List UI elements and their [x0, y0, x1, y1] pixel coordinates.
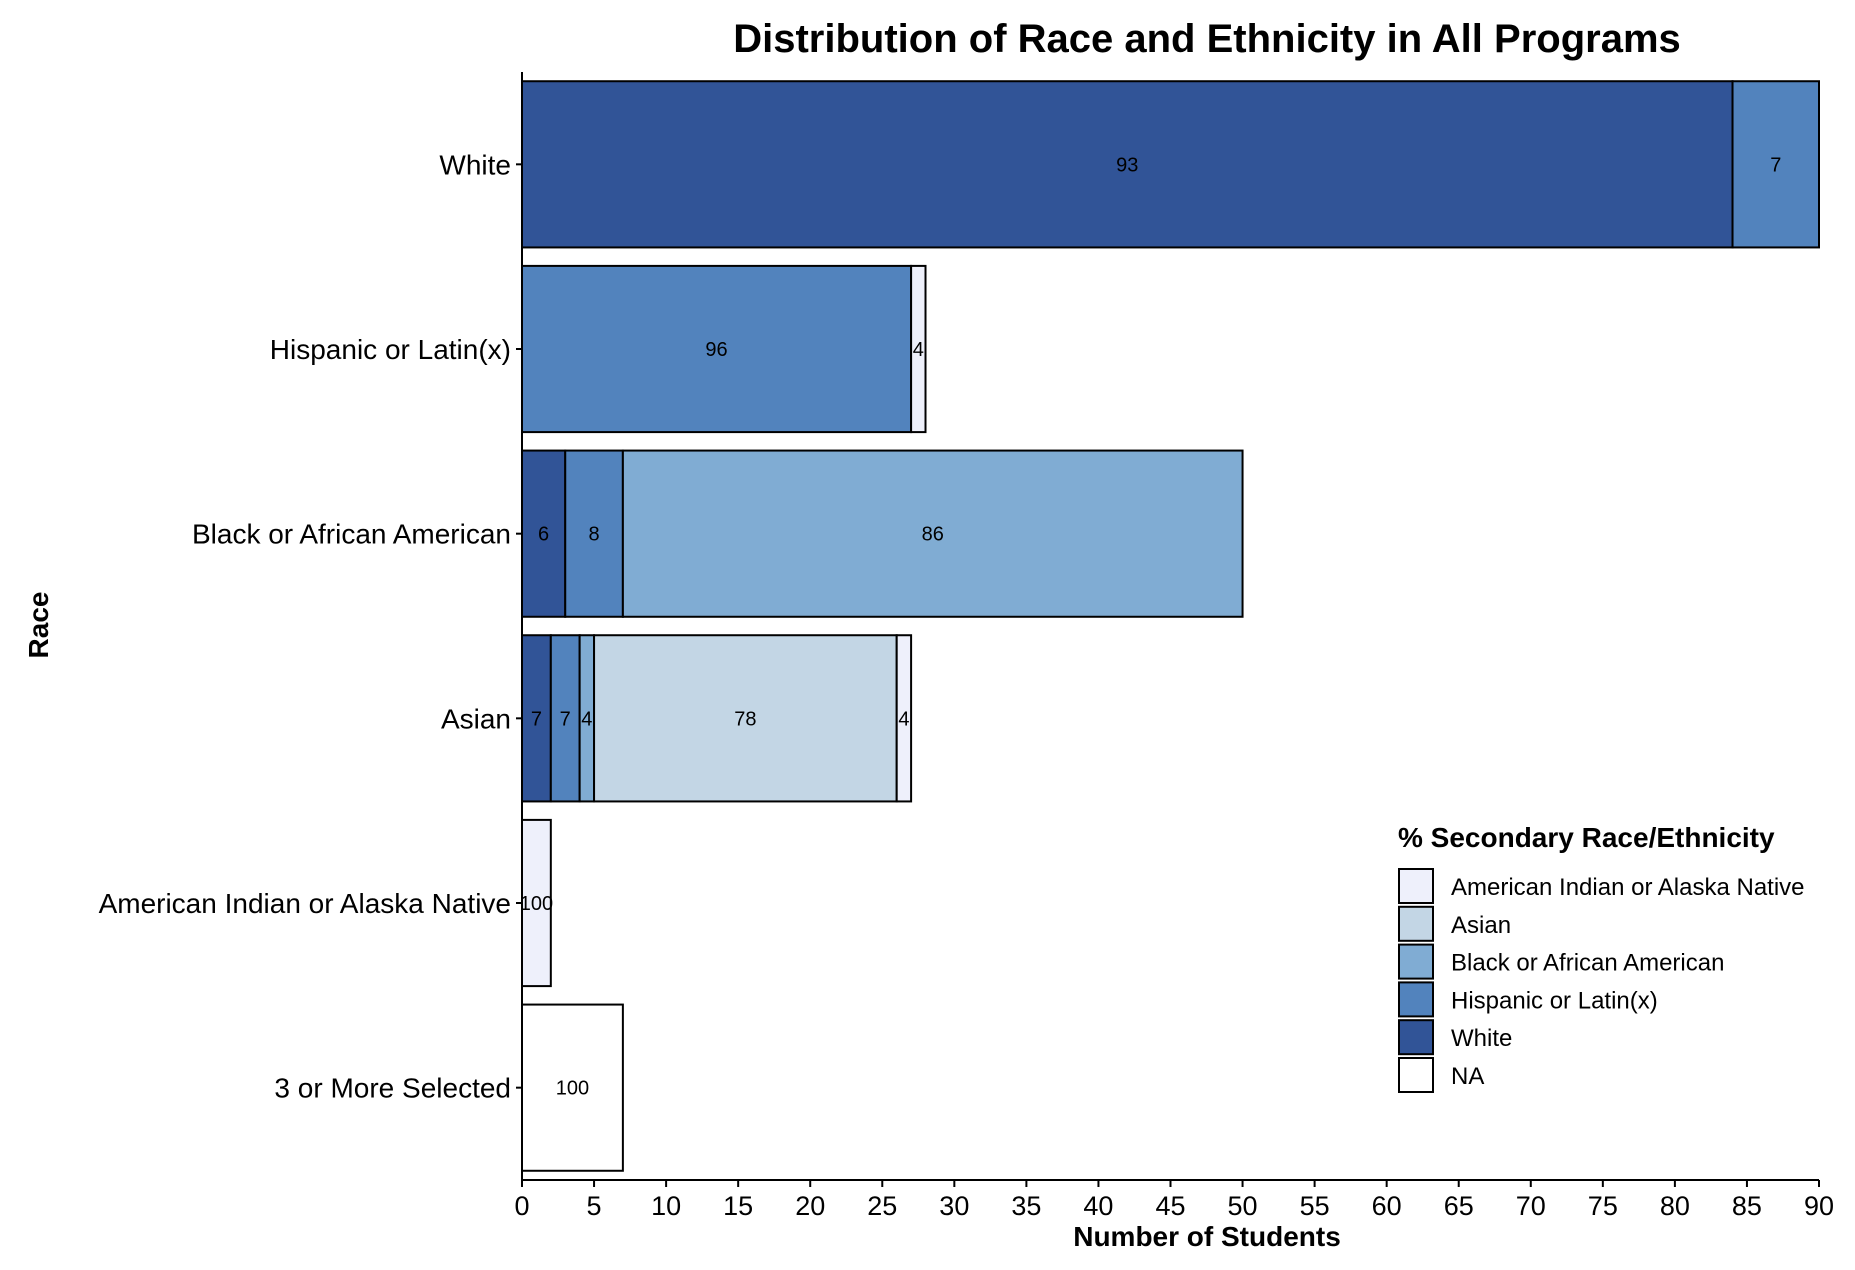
x-tick-label: 5	[587, 1191, 602, 1221]
x-tick-label: 80	[1660, 1191, 1690, 1221]
x-tick-label: 70	[1516, 1191, 1546, 1221]
legend-swatch-hispanic-or-latin-x	[1398, 981, 1434, 1018]
bar-segment-black-or-african-american-black-or-african-american	[621, 449, 1244, 618]
y-tick-label: White	[439, 149, 511, 180]
y-tick-label: 3 or More Selected	[274, 1073, 511, 1104]
x-tick-label: 75	[1588, 1191, 1618, 1221]
bar-segment-label: 86	[922, 524, 944, 546]
bar-segment-label: 96	[705, 339, 727, 361]
bar-segment-label: 6	[538, 524, 549, 546]
x-tick-label: 25	[867, 1191, 897, 1221]
bar-segment-label: 7	[560, 708, 571, 730]
bar-segment-label: 4	[898, 708, 909, 730]
legend-swatch-na	[1398, 1057, 1434, 1093]
bar-segment-label: 100	[520, 893, 553, 915]
legend-label: Black or African American	[1451, 950, 1724, 977]
x-tick-label: 85	[1732, 1191, 1762, 1221]
y-tick-label: Hispanic or Latin(x)	[270, 334, 511, 365]
legend-label: American Indian or Alaska Native	[1451, 874, 1805, 901]
bar-segment-label: 8	[588, 524, 599, 546]
legend-swatch-white	[1398, 1019, 1434, 1056]
x-axis-title: Number of Students	[1073, 1221, 1341, 1252]
axes-layer: White Hispanic or Latin(x) Black or Africa…	[99, 72, 1834, 1221]
legend-label: Hispanic or Latin(x)	[1451, 987, 1658, 1014]
bar-segment-asian-hispanic-or-latin-x	[549, 634, 581, 803]
bar-segment-label: 93	[1116, 154, 1138, 176]
x-tick-label: 15	[723, 1191, 753, 1221]
legend-label: NA	[1451, 1063, 1484, 1090]
x-tick-label: 0	[514, 1191, 529, 1221]
bar-segment-asian-asian	[593, 634, 898, 803]
bar-segment-label: 4	[913, 339, 924, 361]
y-tick-label: Black or African American	[192, 519, 511, 550]
bar-segment-american-indian-or-alaska-native-american-indian-or-alaska-native	[521, 818, 552, 988]
legend-swatch-american-indian-or-alaska-native	[1398, 868, 1434, 904]
bar-segment-hispanic-or-latin-x-american-indian-or-alaska-native	[910, 264, 927, 434]
bar-segment-label: 7	[1770, 154, 1781, 176]
legend-label: Asian	[1451, 912, 1511, 939]
bar-segment-label: 78	[734, 708, 756, 730]
bar-segment-label: 100	[556, 1078, 589, 1100]
x-tick-label: 60	[1372, 1191, 1402, 1221]
bar-segment-white-hispanic-or-latin-x	[1731, 80, 1820, 249]
y-tick-label: Asian	[441, 703, 511, 734]
bar-segment-3-or-more-selected-na	[521, 1003, 624, 1172]
y-axis-title: Race	[23, 592, 54, 659]
x-tick-label: 35	[1011, 1191, 1041, 1221]
bar-segment-white-white	[521, 80, 1734, 249]
y-tick-label: American Indian or Alaska Native	[99, 888, 511, 919]
bar-segment-asian-american-indian-or-alaska-native	[895, 634, 913, 803]
x-tick-label: 55	[1300, 1191, 1330, 1221]
x-tick-label: 90	[1804, 1191, 1834, 1221]
legend-label: White	[1451, 1025, 1512, 1052]
legend-swatch-asian	[1398, 905, 1434, 942]
x-tick-label: 40	[1083, 1191, 1113, 1221]
legend-title: % Secondary Race/Ethnicity	[1398, 822, 1775, 853]
chart-title: Distribution of Race and Ethnicity in Al…	[733, 17, 1681, 61]
bar-segment-black-or-african-american-hispanic-or-latin-x	[564, 449, 624, 618]
x-tick-label: 50	[1228, 1191, 1258, 1221]
x-tick-label: 30	[939, 1191, 969, 1221]
x-tick-label: 45	[1155, 1191, 1185, 1221]
x-tick-label: 20	[795, 1191, 825, 1221]
x-tick-label: 65	[1444, 1191, 1474, 1221]
legend-swatch-black-or-african-american	[1398, 943, 1434, 980]
x-tick-label: 10	[651, 1191, 681, 1221]
bar-segment-label: 7	[531, 708, 542, 730]
bar-segment-label: 4	[581, 708, 592, 730]
legend: % Secondary Race/Ethnicity American Indi…	[1398, 822, 1805, 1093]
